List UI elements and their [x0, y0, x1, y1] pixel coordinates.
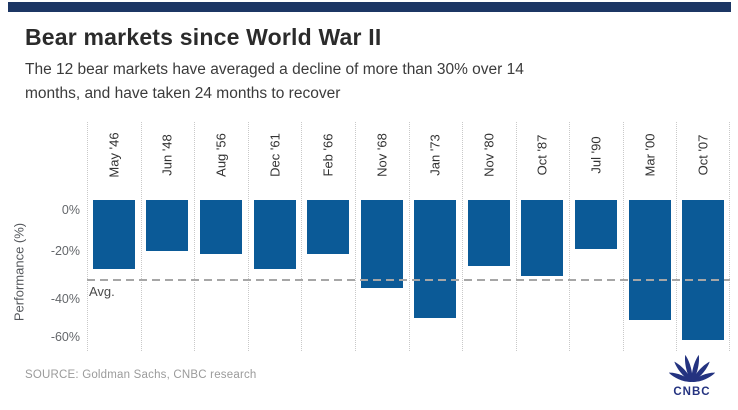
y-tick-label: -60% [50, 330, 80, 344]
bar-column: May '46 [87, 122, 141, 351]
column-gridline [515, 122, 517, 351]
category-label: May '46 [106, 132, 122, 178]
source-attribution: SOURCE: Goldman Sachs, CNBC research [25, 369, 257, 381]
average-line-label: Avg. [89, 284, 115, 300]
chart-subtitle-line2: months, and have taken 24 months to reco… [25, 85, 341, 102]
column-gridline [87, 122, 88, 351]
bar-column: Nov '80 [462, 122, 516, 351]
bar [467, 200, 510, 267]
column-gridline [622, 122, 624, 351]
bar-column: Oct '07 [676, 122, 730, 351]
column-gridline [729, 122, 730, 351]
chart-subtitle-line1: The 12 bear markets have averaged a decl… [25, 61, 524, 78]
bar-column: Oct '87 [516, 122, 570, 351]
plot-area: May '46 Jun '48 Aug '56 Dec '61 Feb '66 Nov '… [87, 122, 730, 351]
bar [360, 200, 403, 289]
column-gridline [676, 122, 678, 351]
category-label: Feb '66 [320, 133, 336, 177]
column-gridline [569, 122, 571, 351]
bar [199, 200, 242, 254]
column-gridline [462, 122, 464, 351]
category-label: Dec '61 [267, 133, 283, 177]
y-tick-label: -40% [50, 292, 80, 306]
category-label: Oct '07 [695, 134, 711, 176]
y-tick-label: 0% [61, 202, 80, 217]
chart-subtitle: The 12 bear markets have averaged a decl… [25, 58, 524, 106]
bar [414, 200, 457, 318]
category-label: Aug '56 [213, 133, 229, 177]
chart-title: Bear markets since World War II [25, 24, 382, 50]
category-label: Jul '90 [588, 136, 604, 174]
cnbc-logo: CNBC [662, 354, 722, 398]
bar-column: Feb '66 [301, 122, 355, 351]
column-gridline [354, 122, 356, 351]
cnbc-wordmark: CNBC [673, 386, 711, 398]
bar [92, 200, 135, 269]
category-label: Mar '00 [642, 133, 658, 177]
category-label: Nov '68 [374, 133, 390, 177]
column-gridline [301, 122, 303, 351]
bar-column: Mar '00 [623, 122, 677, 351]
cnbc-peacock-icon [668, 354, 716, 383]
column-gridline [408, 122, 410, 351]
category-label: Jan '73 [427, 134, 443, 176]
bar-column: Jul '90 [569, 122, 623, 351]
category-label: Oct '87 [534, 134, 550, 176]
bar [521, 200, 564, 276]
category-label: Nov '80 [481, 133, 497, 177]
column-gridline [194, 122, 196, 351]
y-tick-label: -20% [50, 243, 80, 258]
bar [575, 200, 618, 249]
bar [682, 200, 725, 340]
column-gridline [247, 122, 249, 351]
average-line [87, 279, 730, 282]
bar-column: Jan '73 [409, 122, 463, 351]
bar-column: Aug '56 [194, 122, 248, 351]
bar-column: Jun '48 [141, 122, 195, 351]
bar-column: Dec '61 [248, 122, 302, 351]
column-gridline [140, 122, 142, 351]
bar [146, 200, 189, 252]
bar-column: Nov '68 [355, 122, 409, 351]
bar [307, 200, 350, 254]
top-accent-bar [8, 2, 731, 12]
category-label: Jun '48 [159, 134, 175, 176]
bar [253, 200, 296, 269]
bar [628, 200, 671, 321]
